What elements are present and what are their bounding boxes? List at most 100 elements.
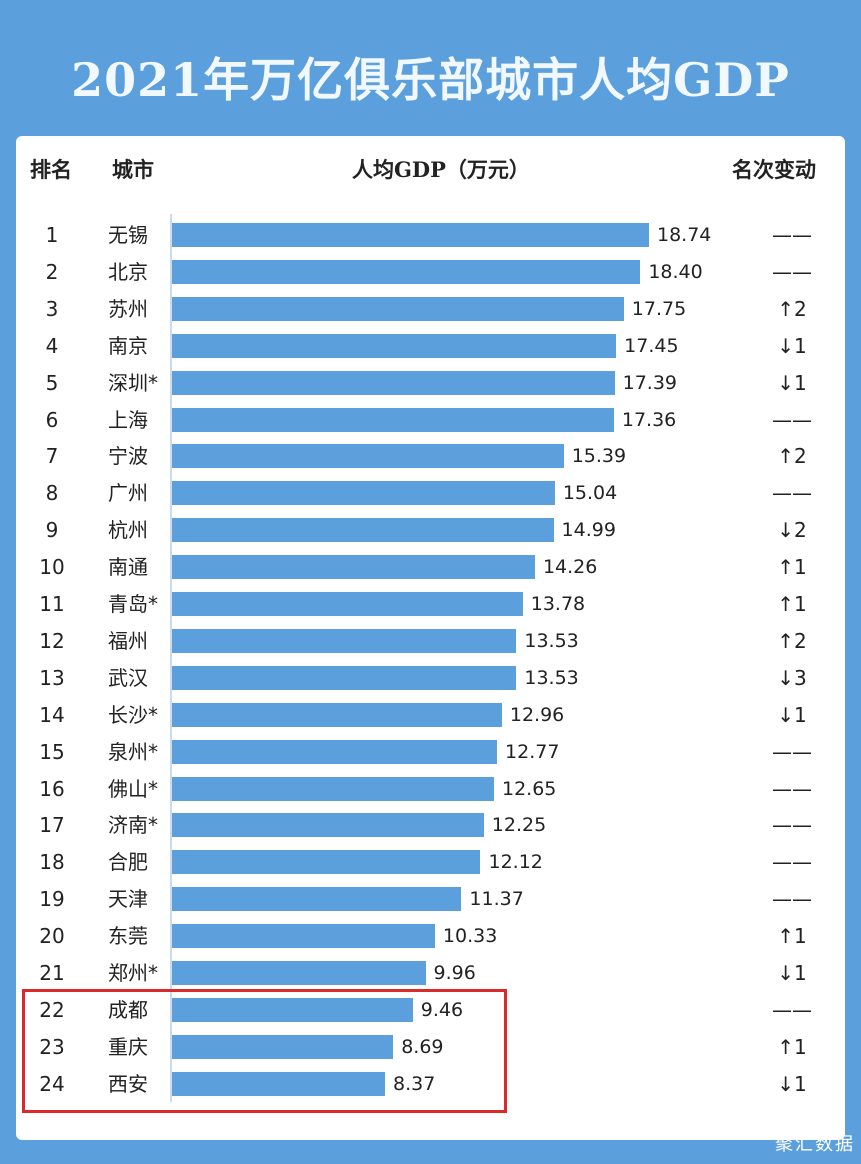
value-label: 12.65: [501, 777, 557, 800]
rank-change-label: ↓3: [777, 665, 807, 690]
bar: [172, 1034, 394, 1059]
city-label: 无锡: [108, 223, 148, 247]
rank-label: 10: [39, 555, 65, 580]
bar: [172, 555, 535, 580]
rank-change-label: ——: [772, 887, 812, 912]
rank-change-label: ↑1: [777, 592, 807, 616]
bar: [172, 1071, 386, 1096]
bar: [172, 739, 498, 764]
header-value: 人均GDP（万元）: [352, 157, 530, 182]
city-label: 长沙*: [108, 702, 158, 727]
bar: [172, 628, 517, 653]
bar: [172, 850, 481, 875]
value-label: 13.78: [530, 593, 586, 615]
city-label: 合肥: [108, 850, 148, 875]
header-city: 城市: [112, 157, 154, 182]
rank-change-label: ——: [772, 259, 812, 284]
header-change: 名次变动: [732, 157, 816, 182]
city-label: 苏州: [108, 296, 148, 321]
rank-label: 23: [39, 1034, 65, 1059]
bar: [172, 518, 554, 543]
bar: [172, 333, 617, 358]
value-label: 18.74: [657, 224, 712, 246]
bar: [172, 592, 523, 616]
highlight-box: [22, 989, 507, 1113]
city-label: 青岛*: [108, 592, 158, 616]
city-label: 济南*: [108, 813, 158, 838]
watermark: 聚汇数据: [775, 1134, 855, 1155]
value-label: 17.45: [624, 334, 679, 357]
bar: [172, 665, 517, 690]
bar: [172, 444, 564, 469]
value-label: 14.26: [542, 556, 598, 579]
rank-change-label: ↓1: [777, 370, 807, 395]
rank-change-label: ↑2: [777, 444, 807, 469]
rank-change-label: ——: [772, 481, 812, 506]
rank-label: 11: [39, 592, 65, 616]
city-label: 成都: [108, 997, 148, 1022]
rank-label: 16: [39, 776, 65, 801]
rank-change-label: ↑1: [777, 555, 807, 580]
rank-change-label: ——: [772, 776, 812, 801]
rank-label: 2: [45, 259, 59, 284]
rank-change-label: ——: [772, 407, 812, 432]
bar: [172, 813, 484, 838]
value-label: 14.99: [561, 519, 616, 542]
rank-change-label: ↓1: [777, 702, 807, 727]
city-label: 福州: [108, 628, 148, 653]
bar-axis-line: [170, 214, 172, 1102]
rank-label: 3: [45, 296, 59, 321]
city-label: 天津: [108, 887, 148, 912]
city-label: 南京: [108, 333, 148, 358]
rank-label: 21: [39, 961, 65, 985]
chart-title: 2021年万亿俱乐部城市人均GDP: [71, 53, 790, 107]
rank-label: 20: [39, 924, 65, 949]
value-label: 12.25: [491, 814, 547, 837]
bar: [172, 407, 614, 432]
bar: [172, 223, 649, 247]
bar: [172, 776, 494, 801]
city-label: 武汉: [108, 665, 148, 690]
value-label: 9.46: [420, 998, 464, 1021]
value-label: 17.39: [622, 371, 678, 394]
value-label: 8.37: [393, 1072, 436, 1095]
value-label: 12.77: [505, 740, 560, 763]
city-label: 西安: [108, 1071, 148, 1096]
rank-label: 5: [45, 370, 59, 395]
rank-change-label: ↑1: [777, 924, 807, 949]
rank-label: 4: [45, 333, 59, 358]
rank-label: 1: [45, 223, 59, 247]
rank-label: 19: [39, 887, 65, 912]
rank-label: 24: [39, 1071, 65, 1096]
city-label: 泉州*: [108, 739, 158, 764]
rank-change-label: ↓2: [777, 518, 807, 543]
rank-label: 9: [45, 518, 59, 543]
value-label: 13.53: [524, 629, 579, 652]
rank-label: 15: [39, 739, 65, 764]
city-label: 郑州*: [108, 961, 158, 985]
value-label: 10.33: [442, 925, 498, 948]
rank-label: 8: [45, 481, 59, 506]
rank-label: 14: [39, 702, 65, 727]
value-label: 17.36: [621, 408, 677, 431]
bar: [172, 924, 435, 949]
bar: [172, 481, 555, 506]
rank-label: 17: [39, 813, 65, 838]
rank-change-label: ↑2: [777, 296, 807, 321]
value-label: 12.12: [488, 851, 543, 874]
value-label: 11.37: [469, 888, 524, 911]
value-label: 9.96: [433, 962, 476, 984]
rank-label: 22: [39, 997, 65, 1022]
rank-change-label: ↓1: [777, 333, 807, 358]
rank-change-label: ↑1: [777, 1034, 807, 1059]
city-label: 宁波: [108, 444, 148, 469]
bar: [172, 961, 426, 985]
rank-label: 7: [45, 444, 59, 469]
bar: [172, 887, 462, 912]
city-label: 南通: [108, 555, 148, 580]
rank-change-label: ↓1: [777, 961, 807, 985]
city-label: 上海: [108, 407, 148, 432]
value-label: 15.04: [562, 482, 618, 505]
city-label: 深圳*: [108, 370, 158, 395]
city-label: 佛山*: [108, 776, 158, 801]
